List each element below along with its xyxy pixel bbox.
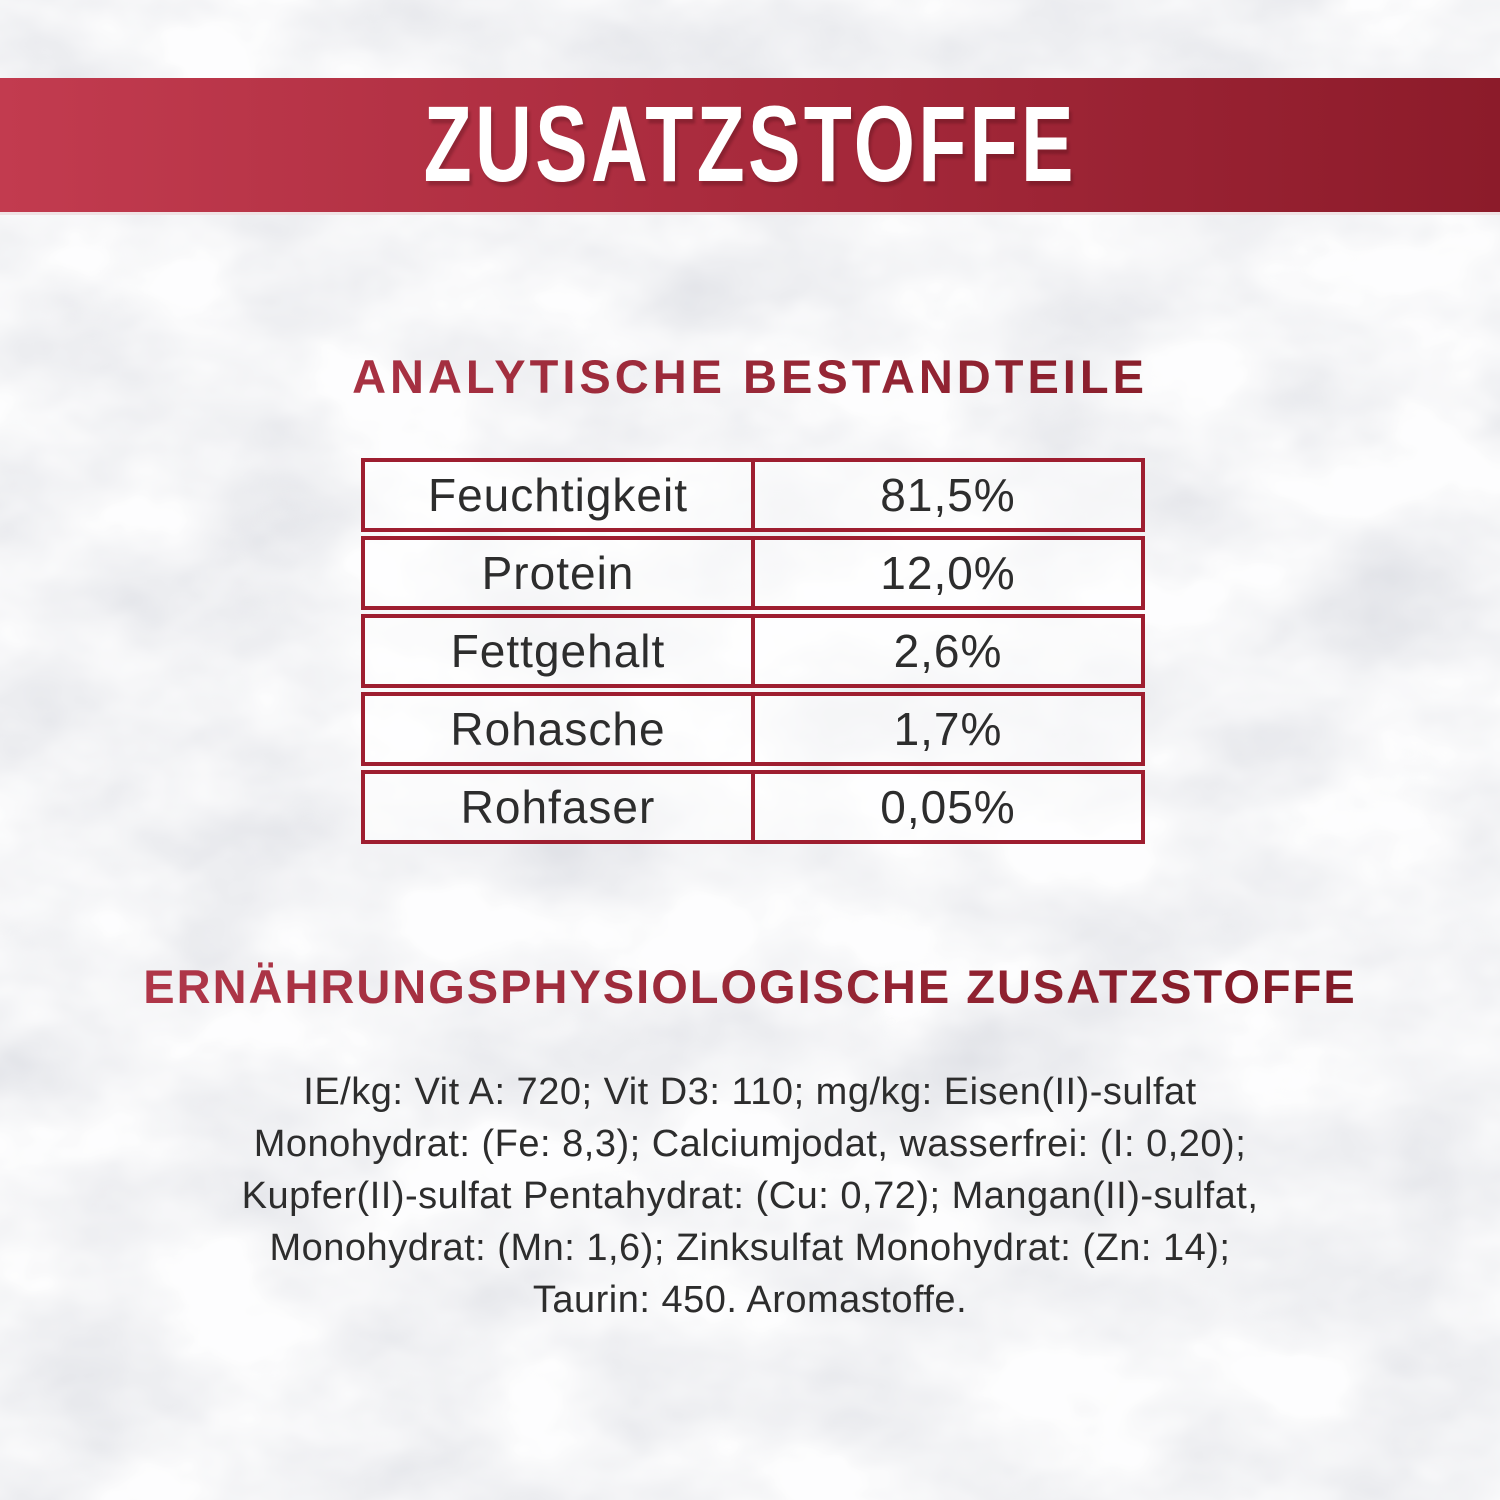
analytical-table: Feuchtigkeit 81,5% Protein 12,0% Fettgeh… — [361, 458, 1145, 848]
analyte-name: Rohfaser — [365, 774, 755, 840]
analyte-value: 81,5% — [880, 469, 1016, 521]
analyte-value: 1,7% — [893, 703, 1003, 755]
additives-line: Kupfer(II)-sulfat Pentahydrat: (Cu: 0,72… — [241, 1175, 1259, 1217]
table-row: Protein 12,0% — [361, 536, 1145, 610]
additives-line: Taurin: 450. Aromastoffe. — [532, 1279, 968, 1321]
additives-text: IE/kg: Vit A: 720; Vit D3: 110; mg/kg: E… — [150, 1066, 1350, 1326]
analyte-value: 2,6% — [893, 625, 1003, 677]
analyte-value: 12,0% — [880, 547, 1016, 599]
table-row: Feuchtigkeit 81,5% — [361, 458, 1145, 532]
title-banner: ZUSATZSTOFFE — [0, 78, 1500, 215]
analyte-name: Feuchtigkeit — [365, 462, 755, 528]
additives-line: Monohydrat: (Mn: 1,6); Zinksulfat Monohy… — [269, 1227, 1231, 1269]
analytical-section-heading: ANALYTISCHE BESTANDTEILE — [0, 351, 1500, 403]
analyte-name: Rohasche — [365, 696, 755, 762]
additives-section-heading: ERNÄHRUNGSPHYSIOLOGISCHE ZUSATZSTOFFE — [0, 961, 1500, 1013]
table-row: Rohasche 1,7% — [361, 692, 1145, 766]
page-title: ZUSATZSTOFFE — [423, 84, 1077, 205]
additives-line: Monohydrat: (Fe: 8,3); Calciumjodat, was… — [253, 1123, 1247, 1165]
table-row: Rohfaser 0,05% — [361, 770, 1145, 844]
analyte-value: 0,05% — [880, 781, 1016, 833]
table-row: Fettgehalt 2,6% — [361, 614, 1145, 688]
additives-line: IE/kg: Vit A: 720; Vit D3: 110; mg/kg: E… — [303, 1071, 1197, 1113]
analyte-name: Protein — [365, 540, 755, 606]
analyte-name: Fettgehalt — [365, 618, 755, 684]
